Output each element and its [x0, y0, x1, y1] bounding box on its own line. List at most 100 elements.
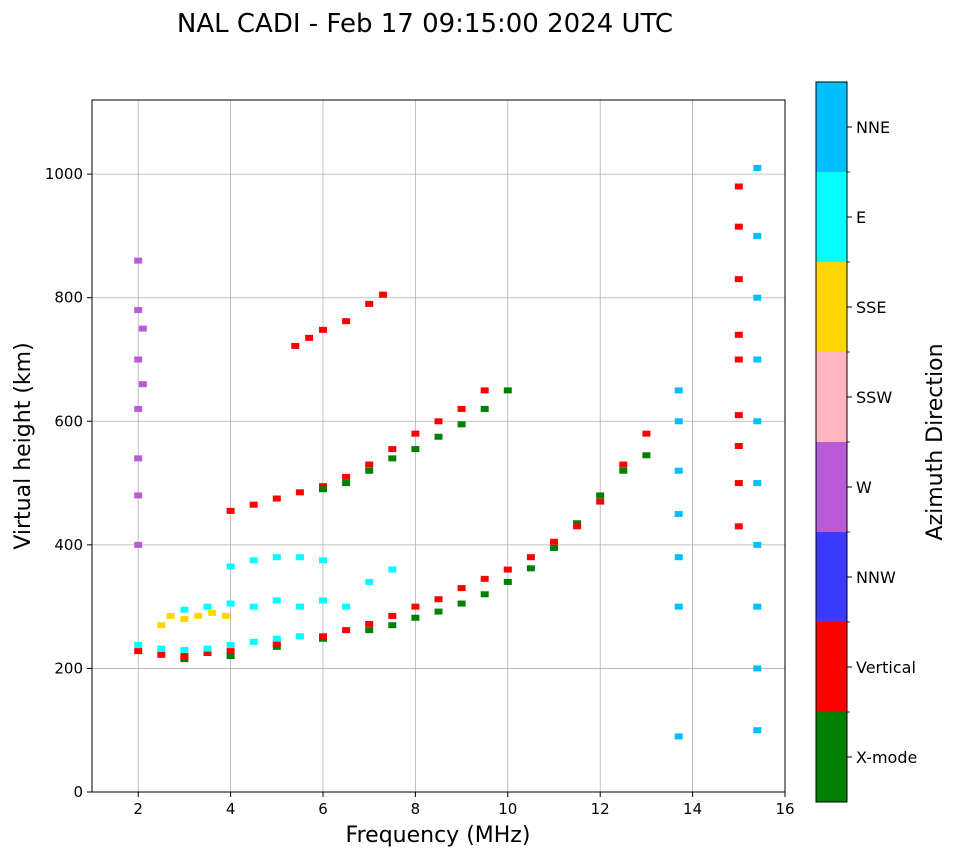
echo-point: [388, 612, 397, 619]
echo-point: [388, 622, 397, 629]
echo-point: [138, 381, 147, 388]
echo-point: [734, 183, 743, 190]
echo-point: [434, 608, 443, 615]
echo-point: [388, 446, 397, 453]
echo-point: [434, 596, 443, 603]
echo-point: [734, 412, 743, 419]
colorbar-segment: [816, 712, 847, 802]
colorbar-label: E: [856, 208, 866, 227]
echo-point: [194, 612, 203, 619]
colorbar-title: Azimuth Direction: [923, 343, 948, 540]
echo-point: [272, 643, 281, 650]
echo-point: [753, 541, 762, 548]
x-tick-label: 10: [498, 800, 517, 818]
echo-point: [272, 495, 281, 502]
echo-point: [753, 480, 762, 487]
plot-points: [134, 164, 762, 740]
echo-point: [596, 492, 605, 499]
colorbar-segment: [816, 442, 847, 532]
echo-point: [734, 276, 743, 283]
echo-point: [388, 566, 397, 573]
echo-point: [134, 405, 143, 412]
echo-point: [305, 334, 314, 341]
colorbar-segment: [816, 262, 847, 352]
colorbar-label: NNE: [856, 118, 890, 137]
y-tick-label: 400: [54, 536, 83, 554]
chart-title: NAL CADI - Feb 17 09:15:00 2024 UTC: [177, 9, 673, 39]
colorbar-segment: [816, 172, 847, 262]
echo-point: [342, 627, 351, 634]
echo-point: [388, 455, 397, 462]
x-tick-label: 12: [591, 800, 610, 818]
echo-point: [134, 541, 143, 548]
colorbar-label: Vertical: [856, 658, 916, 677]
y-axis: 0 200 400 600 800 1000: [45, 165, 92, 801]
echo-point: [134, 648, 143, 655]
echo-point: [319, 557, 327, 564]
colorbar-segment: [816, 352, 847, 442]
colorbar-label: X-mode: [856, 748, 917, 767]
echo-point: [434, 433, 443, 440]
colorbar-label: NNW: [856, 568, 896, 587]
echo-point: [674, 467, 683, 474]
echo-point: [295, 603, 304, 610]
echo-point: [295, 554, 304, 561]
echo-point: [753, 164, 762, 171]
echo-point: [180, 616, 189, 622]
echo-point: [180, 656, 189, 663]
echo-point: [295, 633, 304, 640]
echo-point: [642, 452, 651, 459]
x-tick-label: 6: [318, 800, 328, 818]
echo-point: [753, 294, 762, 301]
echo-point: [166, 612, 175, 619]
echo-point: [342, 603, 351, 610]
echo-point: [550, 544, 558, 551]
echo-point: [457, 600, 466, 607]
echo-point: [526, 565, 535, 572]
echo-point: [134, 257, 143, 264]
echo-point: [226, 648, 235, 655]
echo-point: [573, 520, 582, 527]
echo-point: [342, 480, 351, 487]
echo-point: [753, 727, 762, 734]
echo-point: [480, 575, 489, 582]
echo-point: [249, 501, 258, 508]
echo-point: [226, 641, 235, 648]
echo-point: [180, 606, 189, 613]
x-axis-label: Frequency (MHz): [346, 823, 531, 848]
echo-point: [674, 733, 683, 740]
echo-point: [734, 480, 743, 487]
echo-point: [319, 326, 327, 333]
echo-point: [226, 600, 235, 607]
y-tick-label: 200: [54, 659, 83, 677]
echo-point: [134, 307, 143, 314]
echo-point: [365, 627, 374, 634]
echo-point: [753, 665, 762, 672]
x-tick-label: 14: [683, 800, 702, 818]
colorbar-frame: [815, 81, 848, 803]
echo-point: [503, 566, 512, 573]
echo-point: [272, 635, 281, 642]
x-tick-label: 8: [411, 800, 421, 818]
echo-point: [295, 489, 304, 496]
echo-point: [249, 557, 258, 564]
echo-point: [365, 578, 374, 585]
echo-point: [180, 646, 189, 653]
echo-point: [734, 443, 743, 449]
echo-point: [226, 653, 235, 660]
echo-point: [457, 421, 466, 428]
colorbar-segment: [816, 622, 847, 712]
y-tick-label: 0: [73, 783, 83, 801]
echo-point: [365, 461, 374, 468]
echo-point: [596, 498, 605, 505]
echo-point: [480, 405, 489, 412]
echo-point: [674, 387, 683, 394]
echo-point: [365, 467, 374, 474]
echo-point: [480, 387, 489, 394]
echo-point: [138, 325, 147, 332]
echo-point: [134, 356, 143, 363]
echo-point: [503, 578, 512, 585]
echo-point: [573, 523, 582, 530]
echo-point: [221, 612, 230, 619]
